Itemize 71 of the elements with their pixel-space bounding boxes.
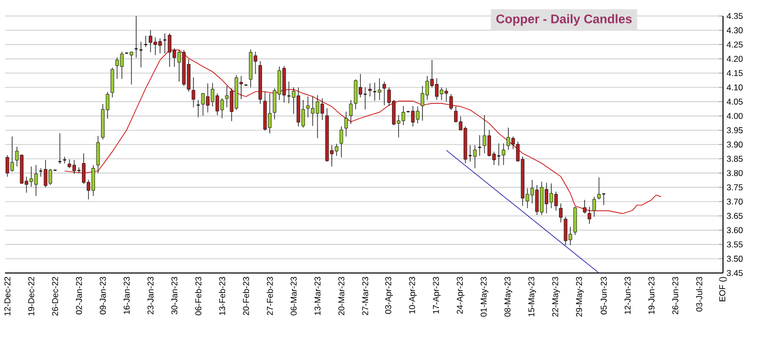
- y-tick-label: 3.75: [726, 184, 743, 190]
- candlestick: [559, 203, 563, 223]
- candlestick: [196, 100, 200, 118]
- y-tick-label: 4.10: [726, 84, 743, 90]
- y-tick-label: 3.65: [726, 212, 743, 219]
- x-tick-label: 03-Jul-23: [696, 276, 702, 312]
- x-tick-label: 27-Feb-23: [266, 276, 273, 316]
- candlestick: [478, 134, 482, 156]
- x-tick-label: 09-Jan-23: [100, 276, 106, 314]
- x-tick-label: 22-May-23: [552, 276, 560, 317]
- y-tick-label: 4.20: [726, 56, 743, 62]
- y-tick-label: 4.00: [726, 112, 743, 119]
- y-tick-label: 3.90: [726, 142, 743, 148]
- candlestick: [382, 81, 386, 106]
- candlestick: [582, 200, 586, 214]
- x-tick-label: 20-Feb-23: [242, 276, 250, 316]
- candlestick: [449, 94, 453, 110]
- y-tick-label: 4.05: [726, 98, 743, 105]
- candlestick: [96, 136, 100, 174]
- candlestick: [340, 126, 344, 158]
- x-tick-label: 16-Jan-23: [124, 276, 130, 314]
- x-tick-label: 10-Apr-23: [409, 276, 417, 314]
- x-tick-label: 19-Dec-22: [28, 276, 34, 316]
- x-tick-label: 17-Apr-23: [432, 276, 441, 314]
- x-tick-label: 19-Jun-23: [648, 276, 654, 314]
- candlestick: [134, 16, 138, 58]
- x-tick-label: 20-Mar-23: [338, 276, 344, 316]
- candlestick: [192, 77, 196, 108]
- x-tick-label: 26-Dec-22: [52, 276, 58, 316]
- x-tick-label: EOF (): [719, 277, 727, 302]
- y-tick-label: 3.85: [726, 156, 743, 162]
- y-tick-label: 3.70: [726, 198, 743, 205]
- x-tick-label: 12-Jun-23: [624, 276, 631, 314]
- x-tick-label: 01-May-23: [480, 276, 488, 317]
- candlestick: [349, 100, 353, 124]
- chart-title: Copper - Daily Candles: [496, 14, 632, 26]
- x-tick-label: 13-Feb-23: [218, 276, 226, 315]
- candlestick: [58, 133, 62, 164]
- y-tick-label: 3.45: [726, 270, 743, 276]
- y-tick-label: 4.35: [726, 13, 743, 19]
- x-tick-label: 23-Jan-23: [148, 276, 154, 314]
- x-tick-label: 06-Feb-23: [195, 276, 202, 316]
- candlestick: [502, 143, 506, 166]
- x-tick-label: 29-May-23: [576, 276, 584, 317]
- y-tick-label: 4.30: [726, 27, 743, 34]
- y-tick-label: 4.25: [726, 42, 743, 48]
- x-tick-label: 06-Mar-23: [290, 276, 297, 316]
- x-tick-label: 08-May-23: [504, 276, 512, 317]
- x-tick-label: 03-Apr-23: [385, 276, 393, 314]
- y-tick-label: 3.55: [726, 241, 743, 248]
- y-tick-label: 3.60: [726, 227, 743, 234]
- y-tick-label: 4.15: [726, 70, 743, 76]
- candlestick: [110, 67, 114, 98]
- candlestick: [588, 206, 592, 224]
- x-tick-label: 05-Jun-23: [600, 276, 607, 314]
- y-tick-label: 3.80: [726, 170, 743, 176]
- candlestick: [344, 111, 348, 137]
- candlestick: [138, 41, 143, 68]
- x-tick-label: 13-Mar-23: [314, 276, 320, 315]
- x-tick-label: 12-Dec-22: [4, 276, 10, 316]
- candlestick: [368, 83, 372, 97]
- x-tick-label: 27-Mar-23: [362, 276, 368, 316]
- x-tick-label: 26-Jun-23: [672, 276, 678, 314]
- x-tick-label: 30-Jan-23: [171, 276, 178, 314]
- y-tick-label: 3.95: [726, 127, 743, 134]
- x-tick-label: 15-May-23: [528, 276, 536, 316]
- x-tick-label: 02-Jan-23: [76, 276, 82, 314]
- candlestick: [592, 196, 596, 218]
- y-tick-label: 3.50: [726, 256, 743, 262]
- x-tick-label: 24-Apr-23: [456, 276, 464, 314]
- candlestick: [144, 35, 148, 48]
